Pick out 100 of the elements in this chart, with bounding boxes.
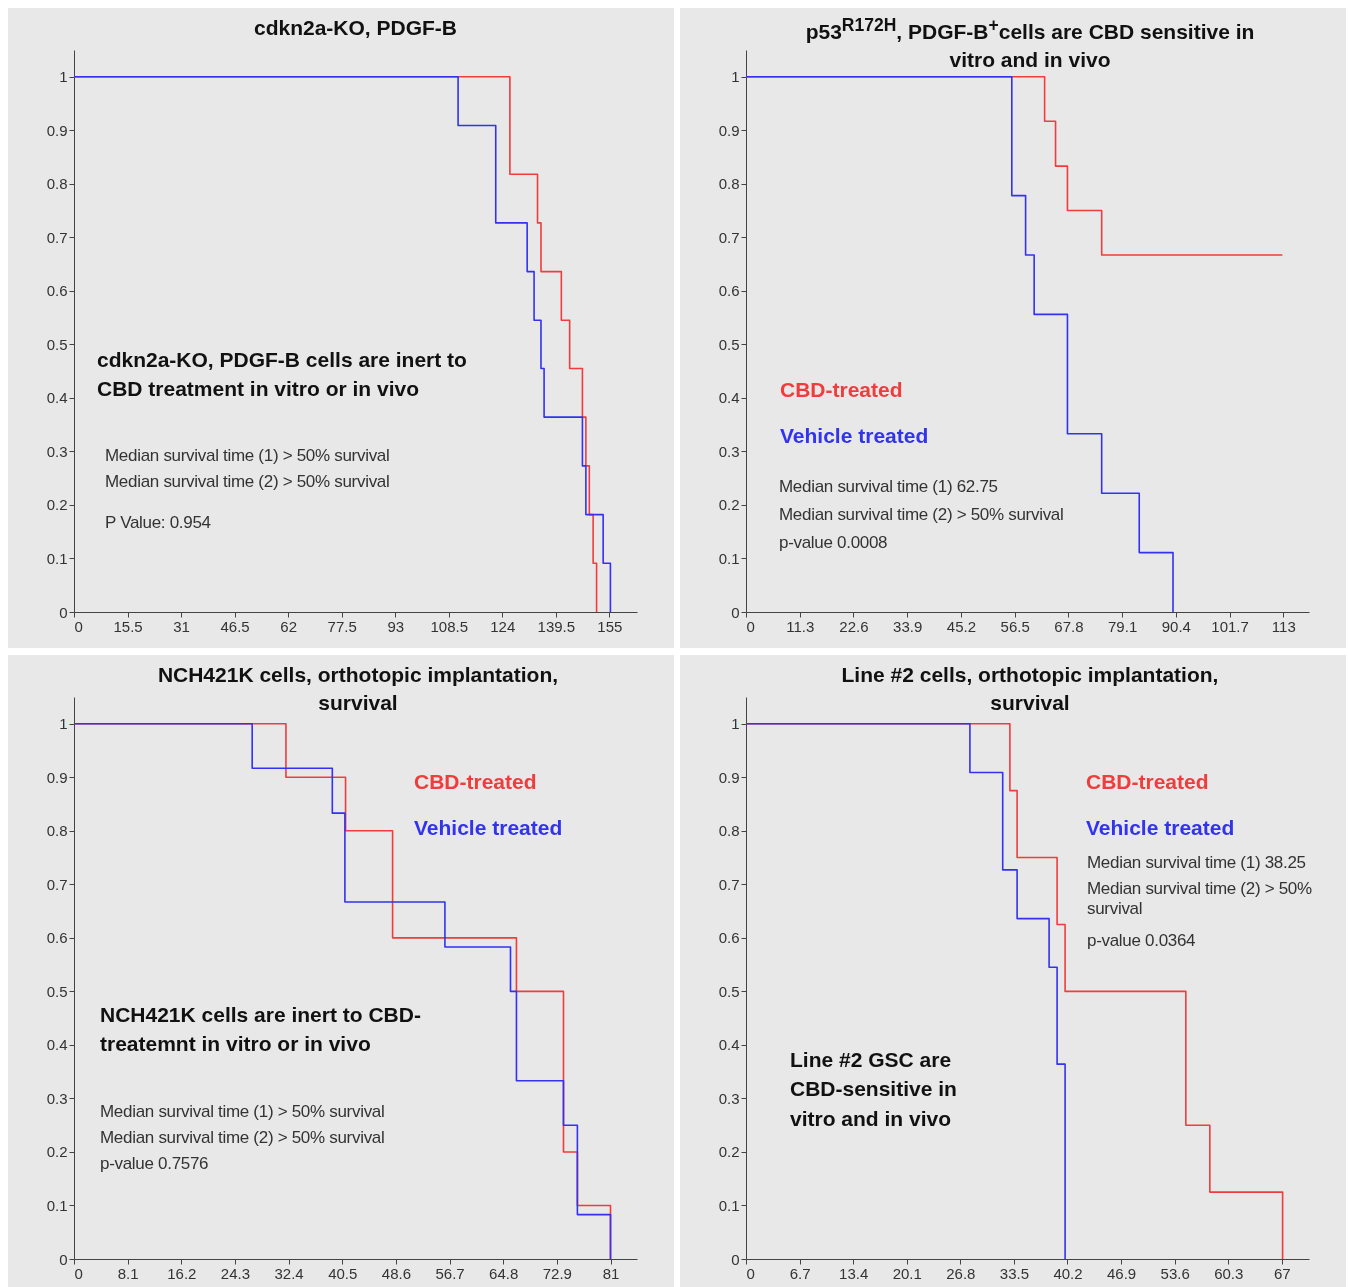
x-tick-label: 56.5 [1000,617,1030,635]
y-tick-label: 0.5 [718,335,740,353]
annotation: Median survival time (1) > 50% survival [105,446,390,466]
x-tick-label: 26.8 [946,1264,976,1282]
annotation: Median survival time (2) > 50% survival [1087,879,1313,919]
x-tick-label: 67 [1273,1264,1291,1282]
annotation: Median survival time (1) 38.25 [1087,853,1306,873]
x-tick-label: 16.2 [167,1264,197,1282]
y-tick-label: 0.1 [46,1196,68,1214]
x-tick-label: 90.4 [1161,617,1191,635]
y-tick-label: 0.7 [46,875,68,893]
x-tick-label: 32.4 [274,1264,304,1282]
y-tick-label: 0.8 [718,822,740,840]
x-tick-label: 124 [490,617,516,635]
annotation: P Value: 0.954 [105,513,211,533]
y-tick-label: 0.7 [718,228,740,246]
text: CBD-treated [780,378,903,402]
x-tick-label: 20.1 [892,1264,922,1282]
y-tick-label: 0 [731,603,740,621]
x-tick-label: 108.5 [430,617,469,635]
x-tick-label: 79.1 [1108,617,1138,635]
x-tick-label: 0 [746,617,755,635]
x-tick-label: 31 [173,617,190,635]
x-tick-label: 46.9 [1106,1264,1137,1282]
y-tick-label: 0.9 [718,121,740,139]
x-tick-label: 81 [602,1264,620,1282]
text: Vehicle treated [780,424,929,448]
chart-title: p53$^{R172H}$, PDGF-B$^{+}$cells are CBD sensitive in vitro and in vivo [804,14,1256,74]
chart-title: NCH421K cells, orthotopic implantation, survival [156,662,560,717]
y-tick-label: 0.4 [718,1036,740,1054]
x-tick-label: 60.3 [1214,1264,1244,1282]
annotation: p-value 0.0364 [1087,931,1196,951]
chart-title: Line #2 cells, orthotopic implantation, survival [840,662,1220,717]
x-tick-label: 155 [597,617,623,635]
text: Vehicle treated [414,816,563,840]
y-tick-label: 0.9 [46,121,68,139]
y-tick-label: 0.5 [718,982,740,1000]
x-tick-label: 48.6 [381,1264,412,1282]
x-tick-label: 8.1 [117,1264,139,1282]
x-tick-label: 33.9 [893,617,923,635]
x-tick-label: 24.3 [220,1264,251,1282]
y-tick-label: 0.7 [718,875,740,893]
x-tick-label: 77.5 [327,617,357,635]
annotation: Median survival time (2) > 50% survival [779,505,1064,525]
x-tick-label: 53.6 [1160,1264,1190,1282]
y-tick-label: 0.1 [718,1196,740,1214]
annotation: NCH421K cells are inert to CBD-treatemnt in vitro or in vivo [100,1002,422,1058]
x-tick-label: 0 [746,1264,755,1282]
y-tick-label: 0.4 [46,1036,68,1054]
y-tick-label: 0.2 [46,496,68,514]
y-tick-label: 0 [59,603,68,621]
y-tick-label: 0.2 [718,496,740,514]
y-tick-label: 1 [59,715,68,733]
y-tick-label: 0.9 [46,768,68,786]
annotation: Median survival time (2) > 50% survival [105,472,390,492]
y-tick-label: 1 [731,715,740,733]
x-tick-label: 33.5 [999,1264,1030,1282]
y-tick-label: 0.8 [46,175,68,193]
annotation: Line #2 GSC are CBD-sensitive in vitro and in vivo [790,1047,958,1132]
y-tick-label: 0.4 [46,389,68,407]
y-tick-label: 0.2 [718,1143,740,1161]
y-tick-label: 0.3 [718,1089,740,1107]
y-tick-label: 0.2 [46,1143,68,1161]
x-tick-label: 40.2 [1053,1264,1083,1282]
y-tick-label: 0.3 [46,442,68,460]
x-tick-label: 6.7 [789,1264,811,1282]
y-tick-label: 0.3 [46,1089,68,1107]
x-tick-label: 113 [1271,617,1296,635]
annotation: Median survival time (1) > 50% survival [100,1102,385,1122]
y-tick-label: 0.7 [46,228,68,246]
text: CBD-treated [1086,770,1209,794]
x-tick-label: 139.5 [537,617,576,635]
x-tick-label: 15.5 [113,617,143,635]
x-tick-label: 62 [280,617,297,635]
y-tick-label: 0.6 [718,929,740,947]
x-tick-label: 0 [74,617,83,635]
y-tick-label: 0.9 [718,768,740,786]
annotation: cdkn2a-KO, PDGF-B cells are inert to CBD treatment in vitro or in vivo [97,347,468,403]
y-tick-label: 0.4 [718,389,740,407]
y-tick-label: 0.1 [46,549,68,567]
x-tick-label: 45.2 [946,617,977,635]
x-tick-label: 93 [387,617,405,635]
x-tick-label: 13.4 [839,1264,869,1282]
x-tick-label: 67.8 [1054,617,1084,635]
text: CBD-treated [414,770,537,794]
x-tick-label: 40.5 [328,1264,358,1282]
annotation: p-value 0.0008 [779,533,888,553]
annotation: Median survival time (1) 62.75 [779,477,998,497]
x-tick-label: 56.7 [435,1264,465,1282]
y-tick-label: 0.5 [46,982,68,1000]
y-tick-label: 1 [59,68,68,86]
annotation: Median survival time (2) > 50% survival [100,1128,385,1148]
y-tick-label: 0.8 [718,175,740,193]
text: Vehicle treated [1086,816,1235,840]
y-tick-label: 0.1 [718,549,740,567]
x-tick-label: 72.9 [542,1264,572,1282]
y-tick-label: 0.6 [718,282,740,300]
x-tick-label: 0 [74,1264,83,1282]
y-tick-label: 0.8 [46,822,68,840]
x-tick-label: 101.7 [1211,617,1249,635]
